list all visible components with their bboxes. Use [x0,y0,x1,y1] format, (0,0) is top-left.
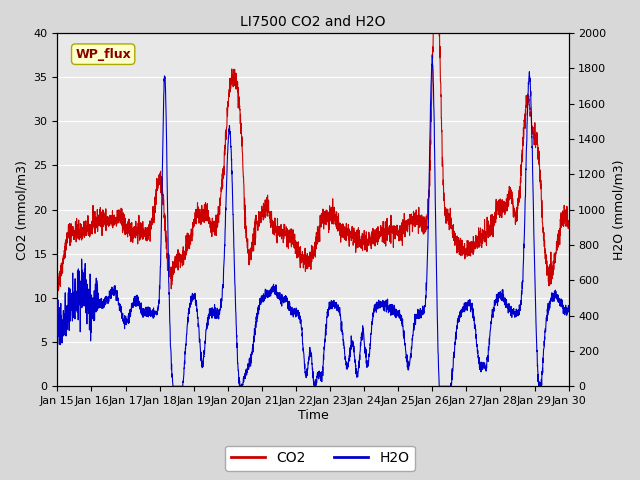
Y-axis label: H2O (mmol/m3): H2O (mmol/m3) [612,159,625,260]
Title: LI7500 CO2 and H2O: LI7500 CO2 and H2O [240,15,386,29]
Text: WP_flux: WP_flux [76,48,131,60]
X-axis label: Time: Time [298,409,328,422]
Legend: CO2, H2O: CO2, H2O [225,445,415,471]
Y-axis label: CO2 (mmol/m3): CO2 (mmol/m3) [15,160,28,260]
